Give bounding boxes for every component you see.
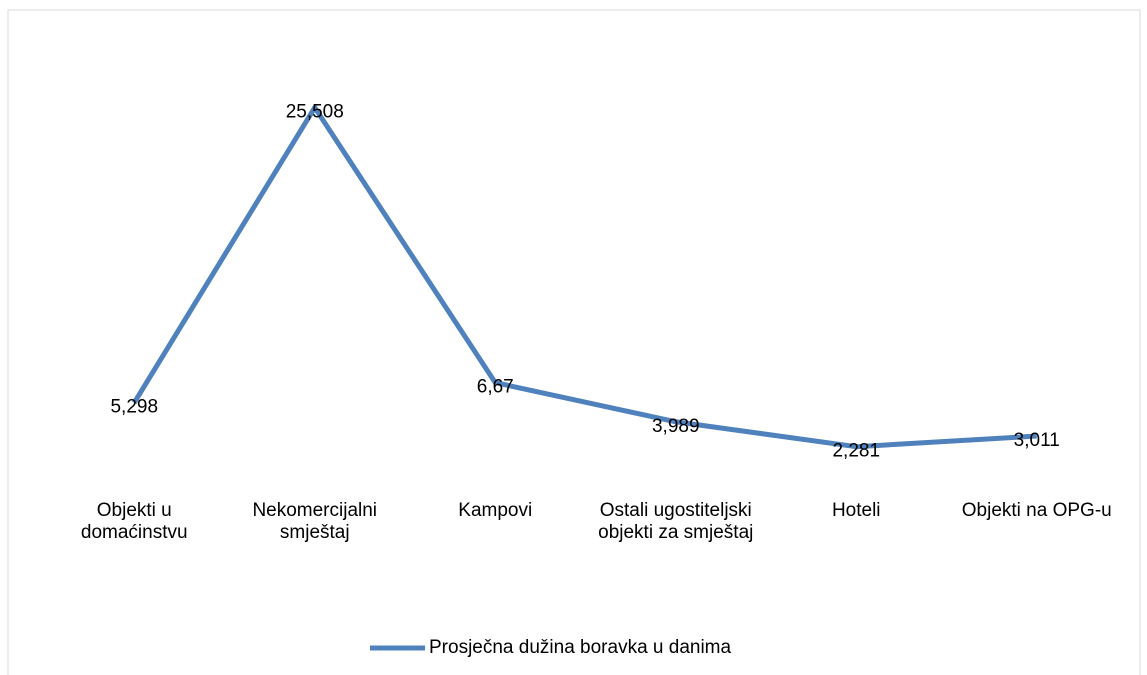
data-label: 3,011 [1014, 430, 1060, 451]
data-label: 3,989 [652, 416, 700, 437]
x-tick-label: Hoteli [831, 500, 881, 521]
data-label: 25,508 [286, 102, 344, 123]
chart-border [7, 9, 1141, 675]
data-label: 5,298 [110, 397, 158, 418]
x-tick-label: Kampovi [458, 500, 533, 521]
x-tick-label: Nekomercijalni smještaj [252, 500, 378, 543]
data-label: 2,281 [832, 441, 880, 462]
line-series [132, 105, 1037, 450]
x-tick-label: Objekti na OPG-u [961, 500, 1112, 521]
x-tick-label: Objekti u domaćinstvu [80, 500, 188, 543]
data-label: 6,67 [477, 377, 514, 398]
x-tick-label: Ostali ugostiteljski objekti za smještaj [598, 500, 754, 543]
legend-label: Prosječna dužina boravka u danima [429, 637, 732, 658]
